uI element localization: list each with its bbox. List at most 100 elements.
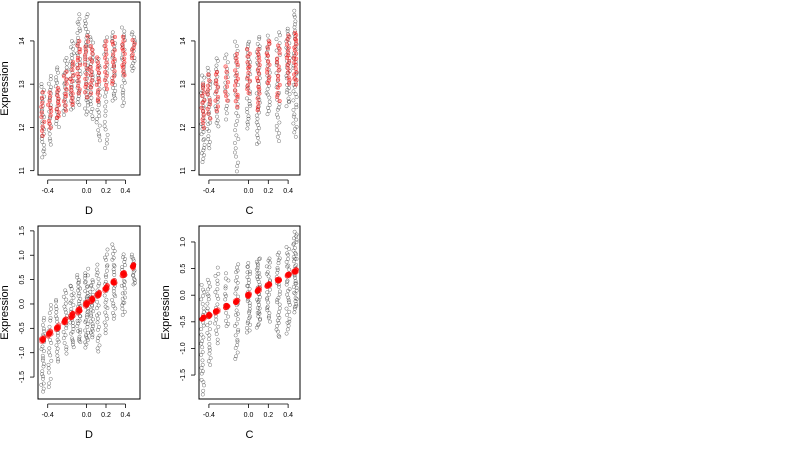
black-point	[47, 311, 52, 316]
black-point	[120, 312, 125, 317]
black-point	[103, 331, 108, 336]
red-point	[257, 58, 262, 63]
black-point	[287, 319, 292, 324]
black-point	[214, 63, 219, 68]
black-point	[213, 314, 218, 319]
black-point	[96, 73, 101, 78]
black-point	[284, 53, 289, 58]
black-point	[90, 303, 95, 307]
y-axis: -1.5 -1.0 -0.5 0.0 0.5 1.0 1.5	[19, 226, 35, 383]
red-point	[275, 91, 280, 96]
black-point	[245, 299, 250, 303]
black-point	[96, 283, 101, 288]
black-point	[287, 92, 292, 97]
black-point	[76, 293, 81, 298]
black-point	[201, 335, 206, 340]
black-point	[244, 330, 249, 335]
red-point	[40, 124, 45, 129]
black-point	[89, 95, 94, 100]
black-point	[63, 288, 68, 293]
black-point	[200, 362, 205, 367]
black-point	[41, 381, 46, 386]
black-point	[277, 67, 282, 72]
black-point	[55, 333, 60, 338]
black-point	[257, 34, 262, 39]
black-point	[40, 353, 45, 358]
red-point	[202, 98, 207, 103]
red-point	[214, 78, 219, 83]
red-point	[83, 52, 88, 58]
black-point	[48, 138, 53, 143]
black-point	[97, 281, 102, 286]
red-point	[89, 69, 94, 74]
black-point	[267, 95, 272, 100]
black-point	[207, 333, 212, 338]
black-point	[233, 123, 238, 127]
black-point	[257, 271, 262, 276]
black-point	[64, 55, 69, 60]
black-point	[90, 328, 95, 333]
red-point	[94, 55, 100, 60]
black-point	[41, 326, 46, 331]
red-point	[70, 99, 75, 105]
red-point	[200, 109, 206, 114]
black-point	[102, 119, 107, 124]
black-point	[244, 106, 249, 111]
black-point	[274, 37, 279, 42]
black-point	[90, 335, 95, 340]
black-point	[97, 100, 101, 105]
black-point	[284, 245, 289, 250]
red-point	[82, 62, 88, 67]
black-point	[90, 333, 95, 338]
black-point	[256, 135, 260, 140]
black-point	[223, 80, 228, 85]
black-point	[68, 283, 73, 288]
black-point	[103, 76, 108, 81]
black-point	[293, 296, 298, 300]
black-point	[70, 56, 75, 60]
black-point	[84, 285, 89, 290]
black-point	[83, 276, 87, 281]
black-point	[286, 263, 291, 268]
black-point	[85, 322, 90, 326]
red-point	[200, 82, 206, 87]
red-point	[265, 59, 271, 64]
black-point	[76, 281, 81, 286]
black-point	[69, 309, 74, 314]
black-point	[245, 110, 250, 115]
black-point	[121, 78, 126, 83]
red-point	[88, 65, 93, 70]
black-point	[275, 252, 280, 257]
black-point	[199, 371, 204, 376]
black-point	[257, 302, 261, 307]
black-point	[202, 290, 207, 295]
black-point	[200, 358, 205, 363]
black-point	[224, 271, 228, 276]
red-point	[257, 91, 262, 96]
black-point	[69, 99, 73, 103]
black-point	[247, 99, 252, 103]
black-point	[235, 275, 239, 280]
black-point	[234, 169, 239, 174]
black-point	[48, 116, 52, 121]
black-point	[91, 280, 95, 284]
black-point	[235, 350, 240, 355]
black-point	[223, 292, 228, 297]
black-point	[294, 105, 299, 110]
red-point	[256, 84, 261, 89]
x-tick-label: 0.2	[263, 412, 273, 419]
black-point	[95, 320, 100, 325]
black-point	[233, 323, 237, 328]
black-point	[70, 336, 75, 341]
black-point	[97, 138, 102, 143]
black-point	[121, 93, 126, 98]
red-point	[83, 48, 89, 54]
black-point	[226, 278, 231, 283]
panel-top-right: -0.4 0.0 0.2 0.4 C 11 12 13 14	[180, 1, 301, 217]
black-point	[111, 304, 116, 308]
red-point	[224, 69, 229, 74]
y-tick-label: 0.5	[180, 264, 187, 274]
black-point	[201, 323, 206, 328]
black-point	[257, 306, 262, 311]
red-point	[132, 41, 137, 47]
